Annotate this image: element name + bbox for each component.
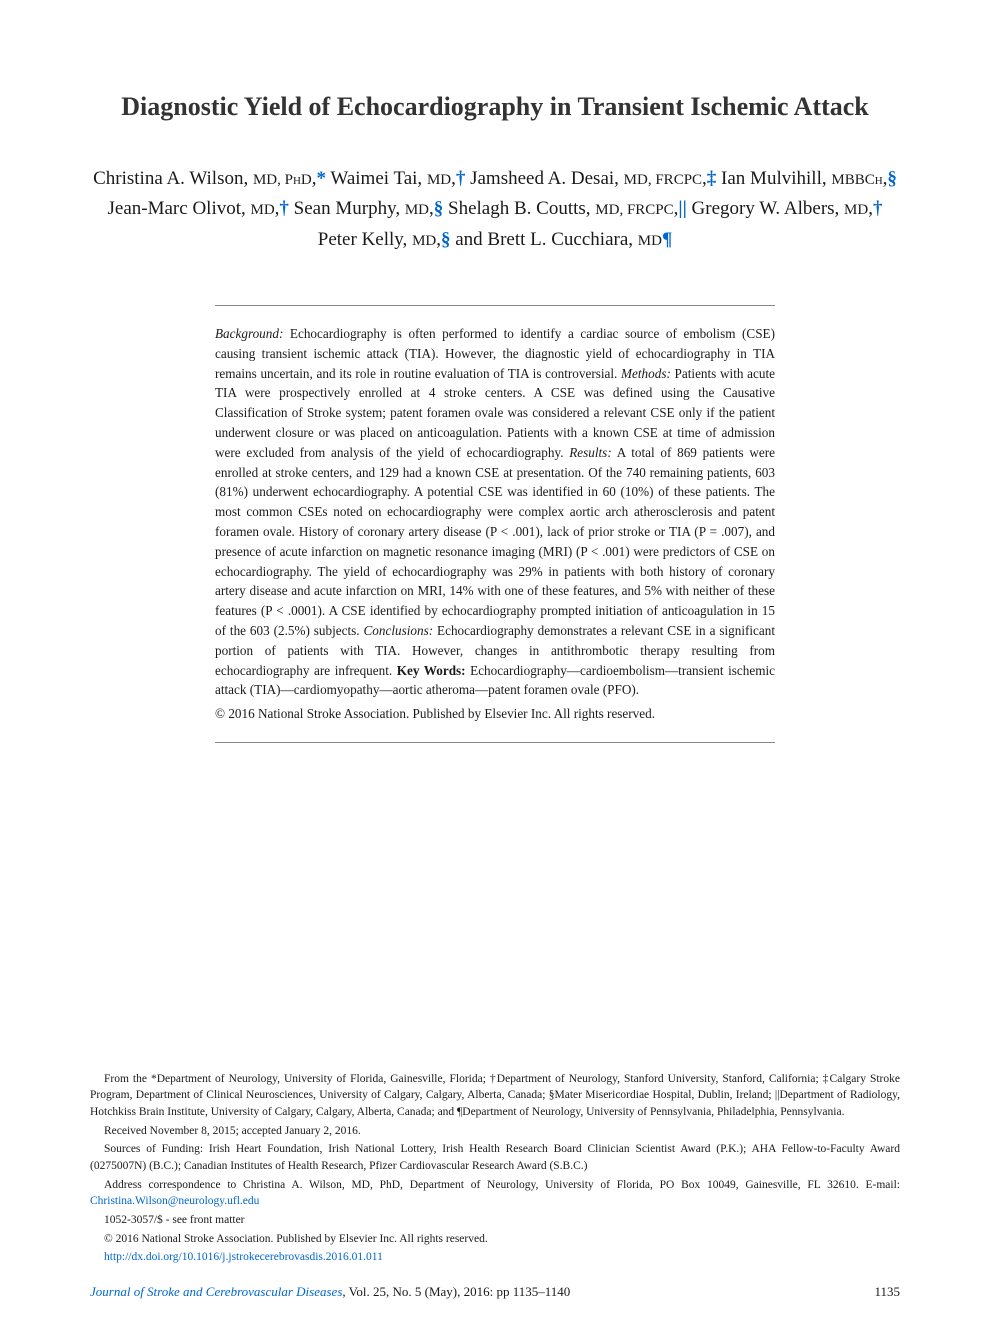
abstract-background-head: Background: — [215, 326, 283, 341]
footnote-funding: Sources of Funding: Irish Heart Foundati… — [90, 1141, 900, 1174]
footnote-affiliations: From the *Department of Neurology, Unive… — [90, 1071, 900, 1121]
correspondence-email-link[interactable]: Christina.Wilson@neurology.ufl.edu — [90, 1195, 259, 1207]
footnote-correspondence-text: Address correspondence to Christina A. W… — [104, 1179, 900, 1191]
journal-issue: , Vol. 25, No. 5 (May), 2016: pp 1135–11… — [342, 1284, 570, 1299]
page-footer: Journal of Stroke and Cerebrovascular Di… — [90, 1284, 900, 1300]
abstract-conclusions-head: Conclusions: — [364, 623, 434, 638]
abstract-results-text: A total of 869 patients were enrolled at… — [215, 445, 775, 638]
article-title: Diagnostic Yield of Echocardiography in … — [90, 90, 900, 124]
footnote-correspondence: Address correspondence to Christina A. W… — [90, 1177, 900, 1210]
footnote-front-matter: 1052-3057/$ - see front matter — [90, 1212, 900, 1229]
abstract-copyright: © 2016 National Stroke Association. Publ… — [215, 704, 775, 724]
abstract-methods-head: Methods: — [621, 366, 671, 381]
page-number: 1135 — [874, 1284, 900, 1300]
footnote-copyright: © 2016 National Stroke Association. Publ… — [90, 1231, 900, 1248]
doi-link[interactable]: http://dx.doi.org/10.1016/j.jstrokecereb… — [104, 1251, 383, 1263]
author-list: Christina A. Wilson, MD, PhD,* Waimei Ta… — [90, 164, 900, 255]
abstract-block: Background: Echocardiography is often pe… — [215, 324, 775, 724]
abstract-keywords-head: Key Words: — [397, 663, 466, 678]
abstract-results-head: Results: — [569, 445, 612, 460]
footnote-received: Received November 8, 2015; accepted Janu… — [90, 1123, 900, 1140]
abstract-rule-top — [215, 305, 775, 306]
abstract-rule-bottom — [215, 742, 775, 743]
footnotes-block: From the *Department of Neurology, Unive… — [90, 1071, 900, 1268]
journal-name: Journal of Stroke and Cerebrovascular Di… — [90, 1284, 342, 1299]
